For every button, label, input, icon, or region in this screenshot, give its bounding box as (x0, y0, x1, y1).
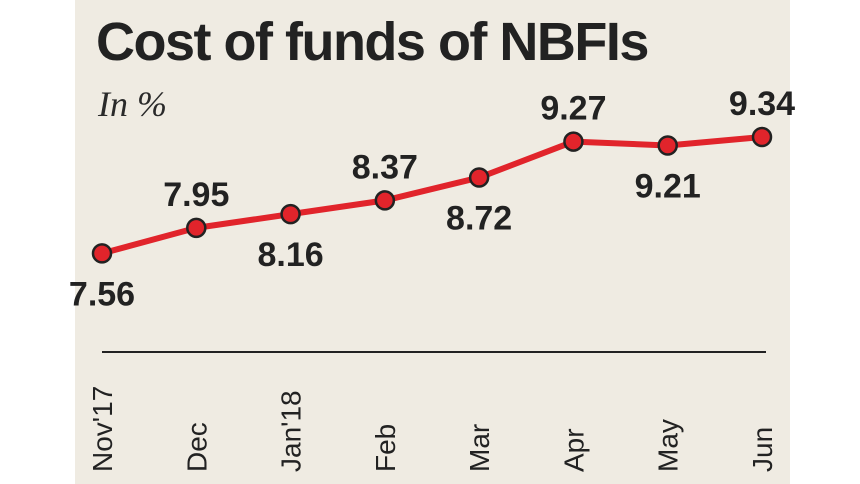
data-label: 7.95 (163, 176, 229, 214)
series-line (99, 134, 765, 257)
x-tick-label: Feb (370, 424, 401, 472)
chart-background (75, 0, 790, 484)
data-point (468, 167, 490, 188)
data-point (280, 203, 301, 225)
x-tick-label: Jun (747, 427, 778, 472)
unit-label: In % (98, 84, 167, 124)
data-label: 8.72 (446, 200, 512, 238)
data-label: 9.21 (635, 168, 701, 206)
data-point (657, 135, 678, 156)
x-tick-labels: Nov'17 Dec Jan'18 Feb Mar Apr May Jun (87, 386, 778, 472)
series-cost-of-funds (99, 134, 765, 257)
data-point (563, 131, 584, 152)
data-point (374, 190, 396, 211)
x-tick-label: May (653, 419, 684, 472)
data-label: 8.37 (352, 148, 418, 186)
data-markers (91, 126, 773, 264)
data-label: 8.16 (257, 236, 323, 274)
chart-title: Cost of funds of NBFIs (96, 12, 649, 72)
x-tick-label: Dec (181, 422, 212, 472)
x-tick-label: Nov'17 (87, 386, 118, 472)
data-point (91, 243, 113, 264)
data-point (186, 217, 207, 239)
data-label: 9.27 (540, 90, 606, 128)
x-tick-label: Apr (558, 428, 589, 472)
x-tick-label: Mar (464, 424, 495, 472)
x-tick-label: Jan'18 (276, 390, 307, 472)
data-label: 9.34 (729, 85, 795, 123)
data-labels: 7.56 7.95 8.16 8.37 8.72 9.27 9.21 9.34 (69, 85, 795, 313)
data-label: 7.56 (69, 275, 135, 313)
data-point (751, 126, 773, 148)
